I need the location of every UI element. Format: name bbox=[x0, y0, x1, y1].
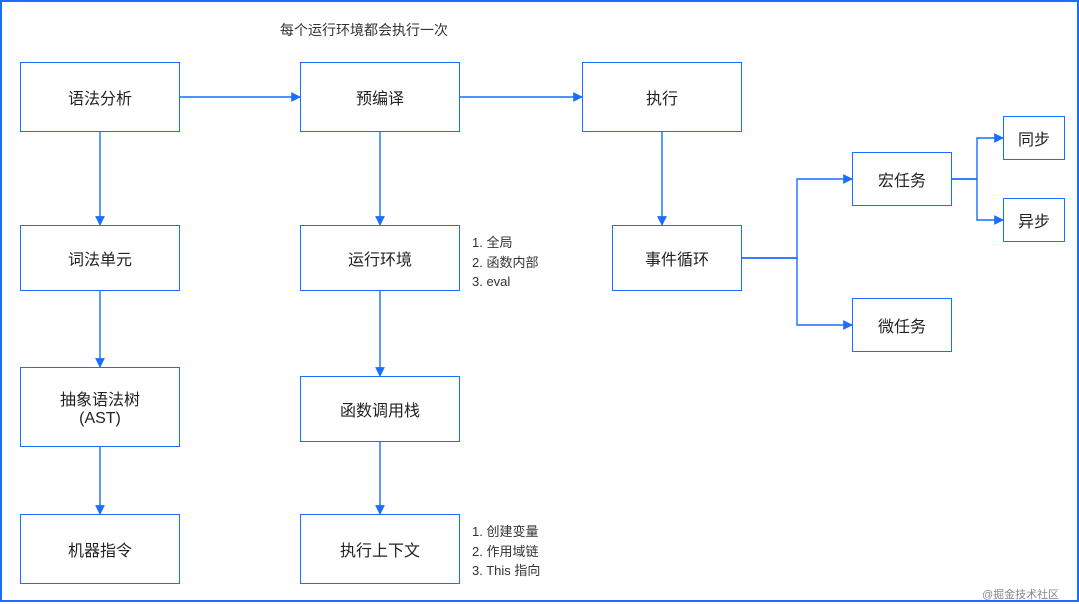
watermark: @掘金技术社区 bbox=[982, 586, 1059, 602]
edge-evloop-micro bbox=[742, 258, 852, 325]
node-label: 函数调用栈 bbox=[340, 397, 420, 421]
node-async: 异步 bbox=[1003, 198, 1065, 242]
node-ast: 抽象语法树(AST) bbox=[20, 367, 180, 447]
node-evloop: 事件循环 bbox=[612, 225, 742, 291]
node-lexunit: 词法单元 bbox=[20, 225, 180, 291]
sidenote-line: 2. 函数内部 bbox=[472, 253, 538, 273]
edge-macro-sync bbox=[952, 138, 1003, 179]
node-micro: 微任务 bbox=[852, 298, 952, 352]
node-label: 同步 bbox=[1018, 126, 1050, 150]
node-label: 异步 bbox=[1018, 208, 1050, 232]
node-label: 执行上下文 bbox=[340, 537, 420, 561]
edge-evloop-macro bbox=[742, 179, 852, 258]
node-macro: 宏任务 bbox=[852, 152, 952, 206]
node-label: 运行环境 bbox=[348, 246, 412, 270]
sidenote-line: 3. This 指向 bbox=[472, 561, 540, 581]
node-sync: 同步 bbox=[1003, 116, 1065, 160]
sidenote-line: 3. eval bbox=[472, 272, 538, 292]
node-label: 宏任务 bbox=[878, 167, 926, 191]
sidenote-ctx_note: 1. 创建变量2. 作用域链3. This 指向 bbox=[472, 522, 540, 581]
flowchart-canvas: 每个运行环境都会执行一次 语法分析词法单元抽象语法树(AST) 机器指令 预编译运行… bbox=[0, 0, 1079, 602]
sidenote-runtime_note: 1. 全局2. 函数内部3. eval bbox=[472, 233, 538, 292]
node-label: 事件循环 bbox=[645, 246, 709, 270]
node-label: 词法单元 bbox=[68, 246, 132, 270]
node-callstack: 函数调用栈 bbox=[300, 376, 460, 442]
node-syntax: 语法分析 bbox=[20, 62, 180, 132]
node-execctx: 执行上下文 bbox=[300, 514, 460, 584]
sidenote-line: 2. 作用域链 bbox=[472, 542, 540, 562]
caption: 每个运行环境都会执行一次 bbox=[280, 20, 448, 40]
sidenote-line: 1. 全局 bbox=[472, 233, 538, 253]
node-label: 预编译 bbox=[356, 85, 404, 109]
node-label: 语法分析 bbox=[68, 85, 132, 109]
node-runtime: 运行环境 bbox=[300, 225, 460, 291]
node-label: (AST) bbox=[79, 410, 121, 428]
sidenote-line: 1. 创建变量 bbox=[472, 522, 540, 542]
node-execute: 执行 bbox=[582, 62, 742, 132]
node-label: 微任务 bbox=[878, 313, 926, 337]
node-label: 执行 bbox=[646, 85, 678, 109]
node-label: 机器指令 bbox=[68, 537, 132, 561]
edge-macro-async bbox=[952, 179, 1003, 220]
node-precompile: 预编译 bbox=[300, 62, 460, 132]
node-machine: 机器指令 bbox=[20, 514, 180, 584]
node-label: 抽象语法树 bbox=[60, 386, 140, 410]
